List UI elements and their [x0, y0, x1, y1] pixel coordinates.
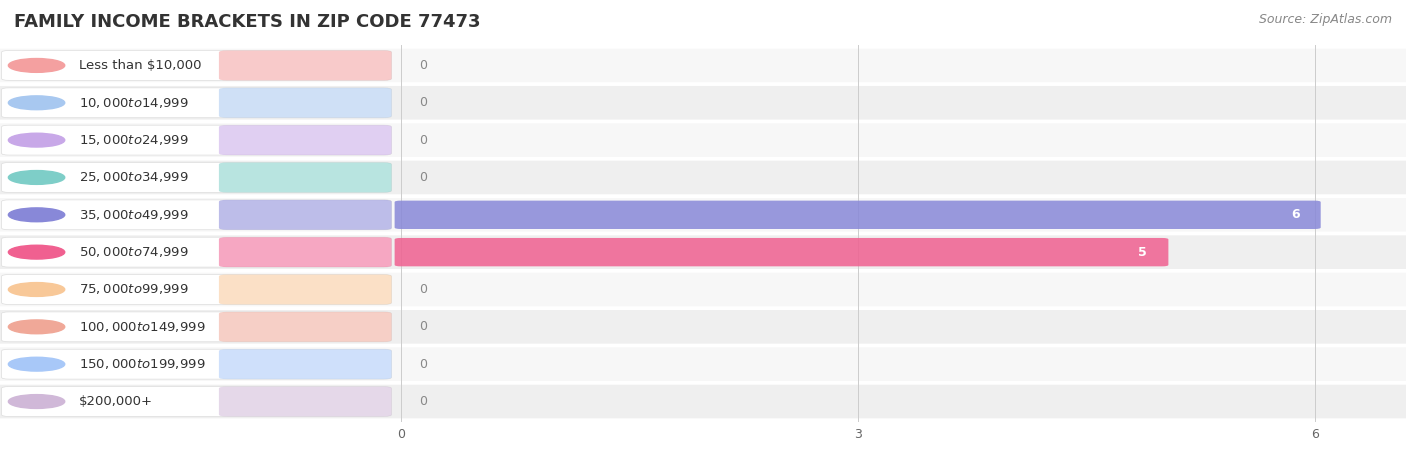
Text: $10,000 to $14,999: $10,000 to $14,999	[79, 96, 188, 110]
Text: 0: 0	[419, 96, 427, 109]
FancyBboxPatch shape	[1, 312, 391, 342]
Circle shape	[8, 171, 65, 185]
Text: $50,000 to $74,999: $50,000 to $74,999	[79, 245, 188, 259]
Text: 0: 0	[419, 320, 427, 333]
FancyBboxPatch shape	[219, 163, 391, 193]
Circle shape	[8, 320, 65, 334]
FancyBboxPatch shape	[219, 274, 391, 304]
Text: 5: 5	[1139, 246, 1147, 259]
Text: $35,000 to $49,999: $35,000 to $49,999	[79, 208, 188, 222]
Text: Source: ZipAtlas.com: Source: ZipAtlas.com	[1258, 13, 1392, 26]
FancyBboxPatch shape	[1, 88, 391, 118]
Circle shape	[8, 395, 65, 409]
Text: FAMILY INCOME BRACKETS IN ZIP CODE 77473: FAMILY INCOME BRACKETS IN ZIP CODE 77473	[14, 13, 481, 31]
Circle shape	[8, 133, 65, 147]
Text: $100,000 to $149,999: $100,000 to $149,999	[79, 320, 205, 334]
Circle shape	[8, 208, 65, 222]
Text: 6: 6	[1291, 208, 1299, 221]
FancyBboxPatch shape	[395, 238, 1168, 266]
FancyBboxPatch shape	[1, 163, 391, 193]
FancyBboxPatch shape	[0, 310, 1406, 343]
Text: $150,000 to $199,999: $150,000 to $199,999	[79, 357, 205, 371]
FancyBboxPatch shape	[219, 50, 391, 80]
FancyBboxPatch shape	[219, 237, 391, 267]
FancyBboxPatch shape	[219, 312, 391, 342]
FancyBboxPatch shape	[395, 201, 1320, 229]
Circle shape	[8, 58, 65, 72]
Circle shape	[8, 96, 65, 110]
FancyBboxPatch shape	[219, 125, 391, 155]
FancyBboxPatch shape	[219, 349, 391, 379]
FancyBboxPatch shape	[0, 385, 1406, 418]
Circle shape	[8, 245, 65, 259]
FancyBboxPatch shape	[0, 198, 1406, 232]
Text: 0: 0	[419, 283, 427, 296]
Text: 0: 0	[419, 134, 427, 147]
FancyBboxPatch shape	[1, 125, 391, 155]
FancyBboxPatch shape	[219, 88, 391, 118]
FancyBboxPatch shape	[219, 387, 391, 417]
FancyBboxPatch shape	[0, 161, 1406, 194]
Circle shape	[8, 357, 65, 371]
FancyBboxPatch shape	[0, 48, 1406, 82]
Circle shape	[8, 282, 65, 296]
FancyBboxPatch shape	[0, 235, 1406, 269]
FancyBboxPatch shape	[0, 86, 1406, 119]
FancyBboxPatch shape	[1, 237, 391, 267]
FancyBboxPatch shape	[1, 349, 391, 379]
FancyBboxPatch shape	[1, 200, 391, 230]
FancyBboxPatch shape	[0, 273, 1406, 306]
Text: $200,000+: $200,000+	[79, 395, 153, 408]
Text: Less than $10,000: Less than $10,000	[79, 59, 201, 72]
Text: 0: 0	[419, 59, 427, 72]
Text: 0: 0	[419, 358, 427, 371]
FancyBboxPatch shape	[219, 200, 391, 230]
FancyBboxPatch shape	[1, 50, 391, 80]
Text: 0: 0	[419, 171, 427, 184]
FancyBboxPatch shape	[1, 387, 391, 417]
FancyBboxPatch shape	[1, 274, 391, 304]
Text: $15,000 to $24,999: $15,000 to $24,999	[79, 133, 188, 147]
Text: 0: 0	[419, 395, 427, 408]
FancyBboxPatch shape	[0, 123, 1406, 157]
Text: $75,000 to $99,999: $75,000 to $99,999	[79, 282, 188, 296]
Text: $25,000 to $34,999: $25,000 to $34,999	[79, 171, 188, 185]
FancyBboxPatch shape	[0, 348, 1406, 381]
